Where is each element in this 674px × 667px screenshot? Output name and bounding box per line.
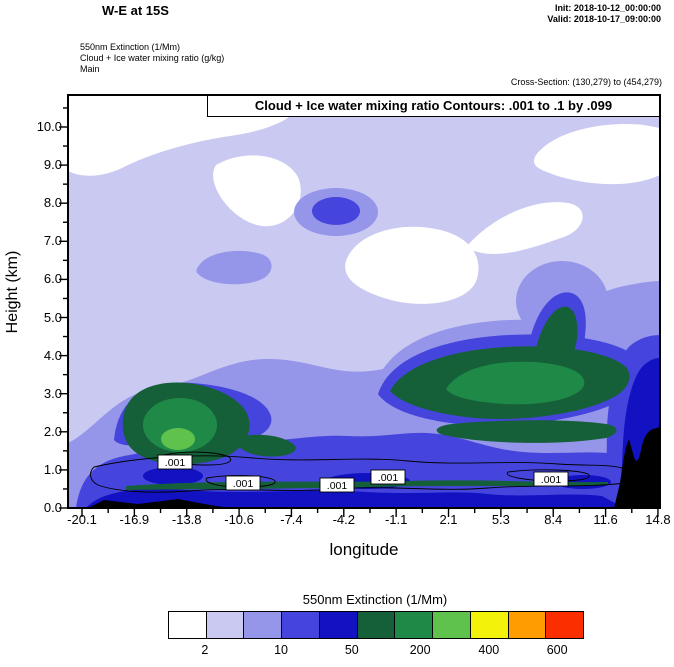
x-tick-label: 11.6: [593, 512, 618, 527]
x-axis-title: longitude: [329, 540, 399, 559]
plot-area: .001 .001 .001 .001 .001: [59, 94, 661, 517]
colorbar-cell: [319, 612, 358, 638]
y-tick-label: 10.0: [36, 119, 62, 134]
x-tick-label: 8.4: [544, 512, 563, 527]
y-tick-label: 2.0: [43, 423, 62, 439]
contour-note-box: Cloud + Ice water mixing ratio Contours:…: [207, 95, 660, 117]
contour-label-box: [157, 454, 193, 470]
colorbar-cell: [470, 612, 509, 638]
x-tick-label: 2.1: [439, 512, 458, 527]
clear-air-region: [533, 124, 660, 185]
contour-label-box: [533, 471, 569, 487]
extinction-region-50-200: [312, 197, 360, 225]
field-extinction: 550nm Extinction (1/Mm): [80, 42, 181, 52]
field-cloud-ice: Cloud + Ice water mixing ratio (g/kg): [80, 53, 225, 63]
contour-label: .001: [533, 471, 569, 487]
contour-label-box: [370, 469, 406, 485]
extinction-core-region: [446, 361, 585, 405]
init-time: Init: 2018-10-12_00:00:00: [554, 3, 661, 13]
colorbar-cell: [433, 612, 471, 638]
x-tick-label: -20.1: [67, 512, 97, 527]
y-tick-label: 8.0: [43, 195, 62, 211]
colorbar-title: 550nm Extinction (1/Mm): [302, 592, 448, 607]
field-main: Main: [80, 64, 100, 74]
y-tick-label: 7.0: [43, 233, 62, 249]
colorbar-tick-label: 600: [546, 643, 568, 657]
contour-label-box: [225, 475, 261, 491]
cross-section-info: Cross-Section: (130,279) to (454,279): [510, 77, 662, 87]
y-tick-label: 1.0: [43, 461, 62, 477]
colorbar-cell: [206, 612, 245, 638]
y-tick-label: 4.0: [43, 347, 62, 363]
y-tick-label: 9.0: [43, 157, 62, 173]
clear-air-region: [213, 155, 301, 227]
extinction-region-200-400: [86, 488, 624, 508]
contour-label-text: .001: [233, 478, 254, 490]
x-tick-label: -16.9: [119, 512, 150, 527]
colorbar-cell: [244, 612, 283, 638]
page-title: W-E at 15S: [102, 3, 169, 18]
y-tick-label: 6.0: [43, 271, 62, 287]
extinction-region-400-600: [235, 434, 296, 457]
y-tick-label: 5.0: [43, 309, 62, 325]
contour-label-box: [319, 477, 355, 493]
contour-label: .001: [225, 475, 261, 491]
contour-label-text: .001: [327, 480, 348, 492]
colorbar-tick-label: 400: [478, 643, 500, 657]
extinction-core-bright: [161, 428, 195, 450]
extinction-region-400-600: [436, 420, 617, 443]
contour-label: .001: [319, 477, 355, 493]
valid-time: Valid: 2018-10-17_09:00:00: [547, 14, 661, 24]
x-tick-label: -4.2: [332, 512, 355, 527]
colorbar-tick-label: 50: [344, 643, 359, 657]
cross-section-plot: .001 .001 .001 .001 .001: [59, 94, 661, 517]
colorbar-cell: [395, 612, 434, 638]
colorbar-cell: [357, 612, 396, 638]
x-tick-label: -13.8: [171, 512, 202, 527]
colorbar-tick-label: 200: [409, 643, 431, 657]
colorbar-cell: [508, 612, 547, 638]
terrain-region: [88, 499, 230, 508]
x-tick-label: -1.1: [384, 512, 408, 527]
contour-label-text: .001: [378, 472, 399, 484]
colorbar-cell: [546, 612, 584, 638]
colorbar-cell: [282, 612, 320, 638]
clear-air-region: [345, 226, 479, 304]
contour-label-text: .001: [165, 457, 186, 469]
colorbar-tick-label: 2: [201, 643, 209, 657]
terrain-region: [614, 427, 660, 508]
contour-label: .001: [370, 469, 406, 485]
clear-air-region: [466, 202, 583, 254]
contour-label-text: .001: [541, 474, 562, 486]
x-tick-label: -10.6: [224, 512, 254, 527]
mixing-ratio-contour-lines: [90, 451, 629, 493]
colorbar: [168, 611, 584, 639]
colorbar-tick-label: 10: [274, 643, 288, 657]
y-tick-label: 3.0: [43, 385, 62, 401]
extinction-region-400-600: [533, 306, 578, 368]
contour-label: .001: [157, 454, 193, 470]
extinction-region-200-400: [143, 467, 203, 485]
extinction-region-10-50: [196, 250, 272, 285]
x-tick-label: -7.4: [280, 512, 303, 527]
contour-note-text: Cloud + Ice water mixing ratio Contours:…: [254, 98, 613, 113]
x-tick-label: 14.8: [645, 512, 671, 527]
x-tick-label: 5.3: [491, 512, 510, 527]
colorbar-cell: [169, 612, 207, 638]
field-list: 550nm Extinction (1/Mm) Cloud + Ice wate…: [80, 42, 224, 75]
y-tick-label: 0.0: [43, 500, 62, 515]
